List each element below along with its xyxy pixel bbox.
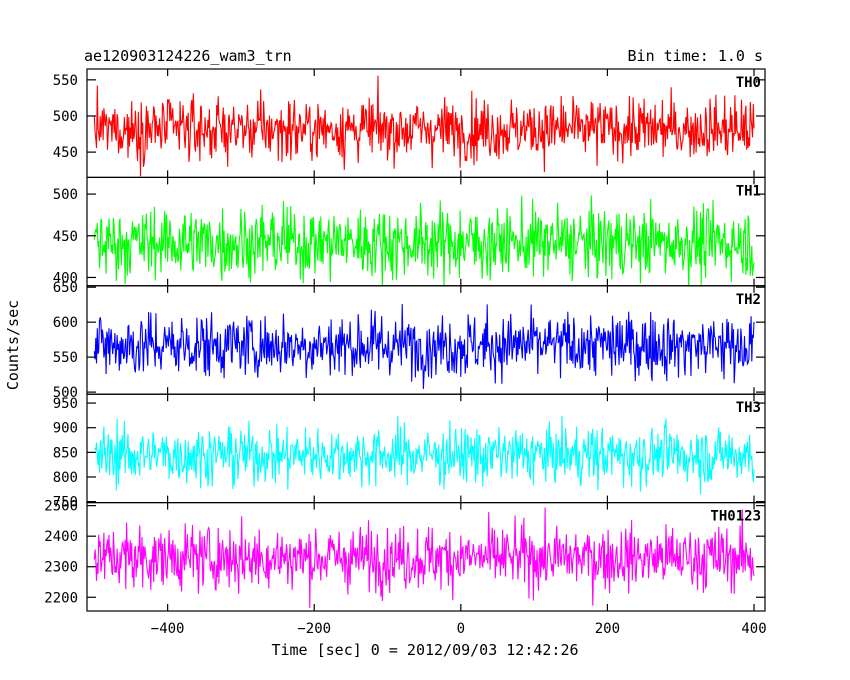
series-tag-th3: TH3: [736, 400, 761, 416]
y-tick-label: 650: [53, 280, 78, 296]
y-tick-label: 900: [53, 421, 78, 437]
panel-th2: 500 550 600 650 TH2: [53, 280, 766, 401]
bin-time: Bin time: 1.0 s: [628, 47, 763, 65]
y-tick-label: 800: [53, 470, 78, 486]
panel-th0: 450 500 550 TH0: [53, 68, 766, 179]
series-tag-th2: TH2: [736, 292, 761, 308]
x-tick-label: 0: [457, 621, 465, 637]
y-tick-label: 950: [53, 396, 78, 412]
series-tag-th1: TH1: [736, 183, 761, 199]
y-tick-label: 2500: [44, 499, 78, 515]
series-line-th0123: [93, 507, 755, 608]
y-tick-label: 500: [53, 385, 78, 401]
y-tick-label: 500: [53, 109, 78, 125]
y-tick-label: 850: [53, 445, 78, 461]
x-tick-label: 200: [595, 621, 620, 637]
series-line-th0: [93, 75, 755, 177]
series-line-th3: [94, 415, 755, 495]
y-tick-label: 450: [53, 229, 78, 245]
x-tick-label: 400: [741, 621, 766, 637]
y-tick-label: 600: [53, 315, 78, 331]
y-tick-label: 450: [53, 145, 78, 161]
series-line-th2: [93, 303, 755, 390]
y-tick-label: 400: [53, 270, 78, 286]
y-tick-label: 550: [53, 350, 78, 366]
y-tick-label: 2300: [44, 560, 78, 576]
observation-id: ae120903124226_wam3_trn: [84, 47, 292, 65]
y-tick-label: 2400: [44, 529, 78, 545]
x-axis: −400 −200 0 200 400: [151, 621, 767, 637]
series-tag-th0123: TH0123: [710, 509, 761, 525]
panel-th3: 750 800 850 900 950 TH3: [53, 393, 766, 511]
y-tick-label: 550: [53, 73, 78, 89]
panel-th0123: 2200 2300 2400 2500 TH0123: [44, 499, 766, 612]
x-tick-label: −200: [297, 621, 331, 637]
y-tick-label: 500: [53, 187, 78, 203]
series-line-th1: [93, 195, 755, 286]
y-tick-label: 2200: [44, 590, 78, 606]
y-axis-label: Counts/sec: [4, 300, 22, 390]
x-axis-label: Time [sec] 0 = 2012/09/03 12:42:26: [271, 641, 578, 659]
panel-frame: [86, 502, 766, 612]
x-tick-label: −400: [151, 621, 185, 637]
panel-th1: 400 450 500 TH1: [53, 176, 766, 286]
series-tag-th0: TH0: [736, 75, 761, 91]
y-tick-label: 750: [53, 495, 78, 511]
panels: 450 500 550 TH0 400 450 500 TH1 500 550 600 650 TH2 7…: [44, 68, 766, 612]
